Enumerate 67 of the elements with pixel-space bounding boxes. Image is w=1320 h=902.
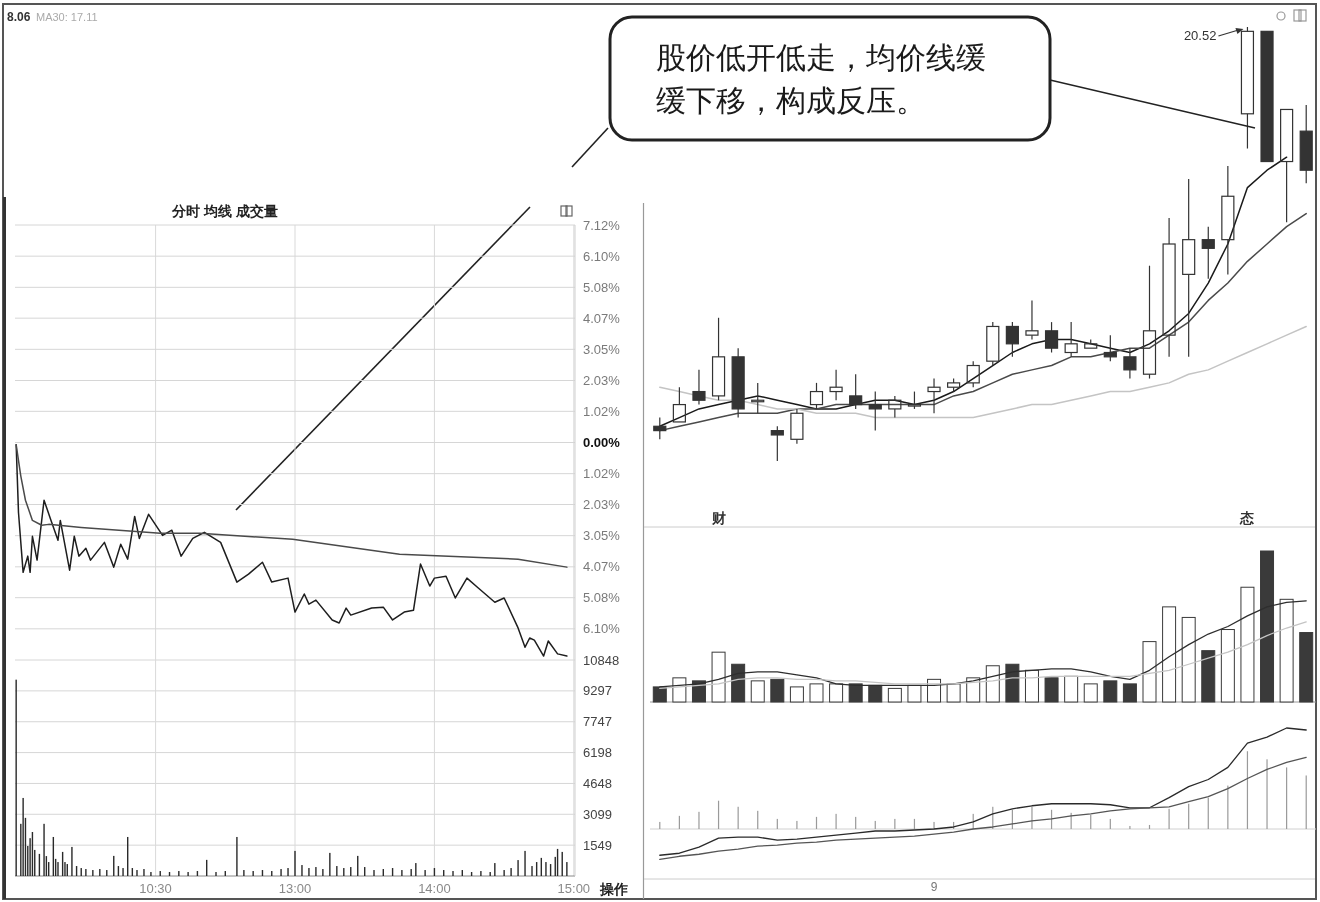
y-tick-label: 3.05% <box>583 528 621 544</box>
candlestick <box>1044 321 1059 354</box>
y-tick-label: 2.03% <box>583 497 621 513</box>
y-tick-label: 0.00% <box>583 435 621 450</box>
bar <box>1044 677 1059 703</box>
y-tick-label: 1549 <box>583 837 612 853</box>
candlestick <box>1103 334 1117 362</box>
y-tick-label: 7747 <box>583 714 612 730</box>
y-tick-label: 6.10% <box>583 621 621 637</box>
y-tick-label: 4.07% <box>583 310 621 326</box>
y-tick-label: 6.10% <box>583 248 621 264</box>
y-tick-label: 1.02% <box>583 466 621 482</box>
bar <box>750 680 765 703</box>
line-series <box>15 443 568 657</box>
candlestick <box>1005 321 1019 358</box>
x-tick-label: 13:00 <box>278 881 312 896</box>
text: 财 <box>710 510 726 526</box>
candlestick <box>1025 299 1039 341</box>
y-tick-label: 3099 <box>583 806 612 822</box>
candlestick <box>770 425 784 462</box>
candlestick <box>1182 178 1196 358</box>
text: 8.06 <box>7 10 31 24</box>
candlestick <box>1201 226 1215 280</box>
y-tick-label: 4648 <box>583 775 612 791</box>
candlestick <box>888 395 902 419</box>
bar <box>1299 632 1314 703</box>
chart-title: 分时 均线 成交量 <box>171 203 278 219</box>
bar <box>770 678 785 703</box>
y-tick-label: 3.05% <box>583 341 621 357</box>
bar <box>1064 675 1079 703</box>
bar <box>887 687 902 703</box>
line-series <box>15 443 568 568</box>
candlestick <box>868 390 882 432</box>
bar <box>809 683 824 703</box>
y-tick-label: 1.02% <box>583 403 621 419</box>
bar <box>1083 683 1098 703</box>
text: 9 <box>930 880 938 894</box>
x-tick-label: 15:00 <box>557 881 591 896</box>
bar <box>1122 683 1137 703</box>
candlestick <box>692 369 706 406</box>
candlestick <box>1221 165 1235 275</box>
y-tick-label: 4.07% <box>583 559 621 575</box>
text: MA30: 17.11 <box>36 11 98 23</box>
y-tick-label: 5.08% <box>583 279 621 295</box>
y-tick-label: 10848 <box>583 652 620 668</box>
candlestick <box>849 373 863 410</box>
y-tick-label: 6198 <box>583 745 612 761</box>
x-tick-label: 10:30 <box>139 881 172 896</box>
annotation: 20.52 <box>1183 28 1217 43</box>
y-tick-label: 9297 <box>583 683 612 699</box>
x-tick-label: 14:00 <box>418 881 451 896</box>
candlestick <box>790 408 804 445</box>
annotation: 股价低开低走，均价线缓缓下移，构成反压。 <box>656 41 986 117</box>
candlestick <box>927 377 941 414</box>
y-tick-label: 7.12% <box>583 217 621 233</box>
y-tick-label: 2.03% <box>583 372 621 388</box>
candlestick <box>1064 321 1078 358</box>
text: 态 <box>1239 510 1255 526</box>
candlestick <box>1162 217 1176 358</box>
bar <box>1201 650 1216 703</box>
candlestick <box>829 369 843 401</box>
candlestick <box>1123 347 1137 380</box>
y-tick-label: 5.08% <box>583 590 621 606</box>
candlestick <box>653 417 667 440</box>
bar <box>789 686 804 703</box>
bar <box>1103 680 1118 703</box>
text: 操作 <box>599 881 628 897</box>
